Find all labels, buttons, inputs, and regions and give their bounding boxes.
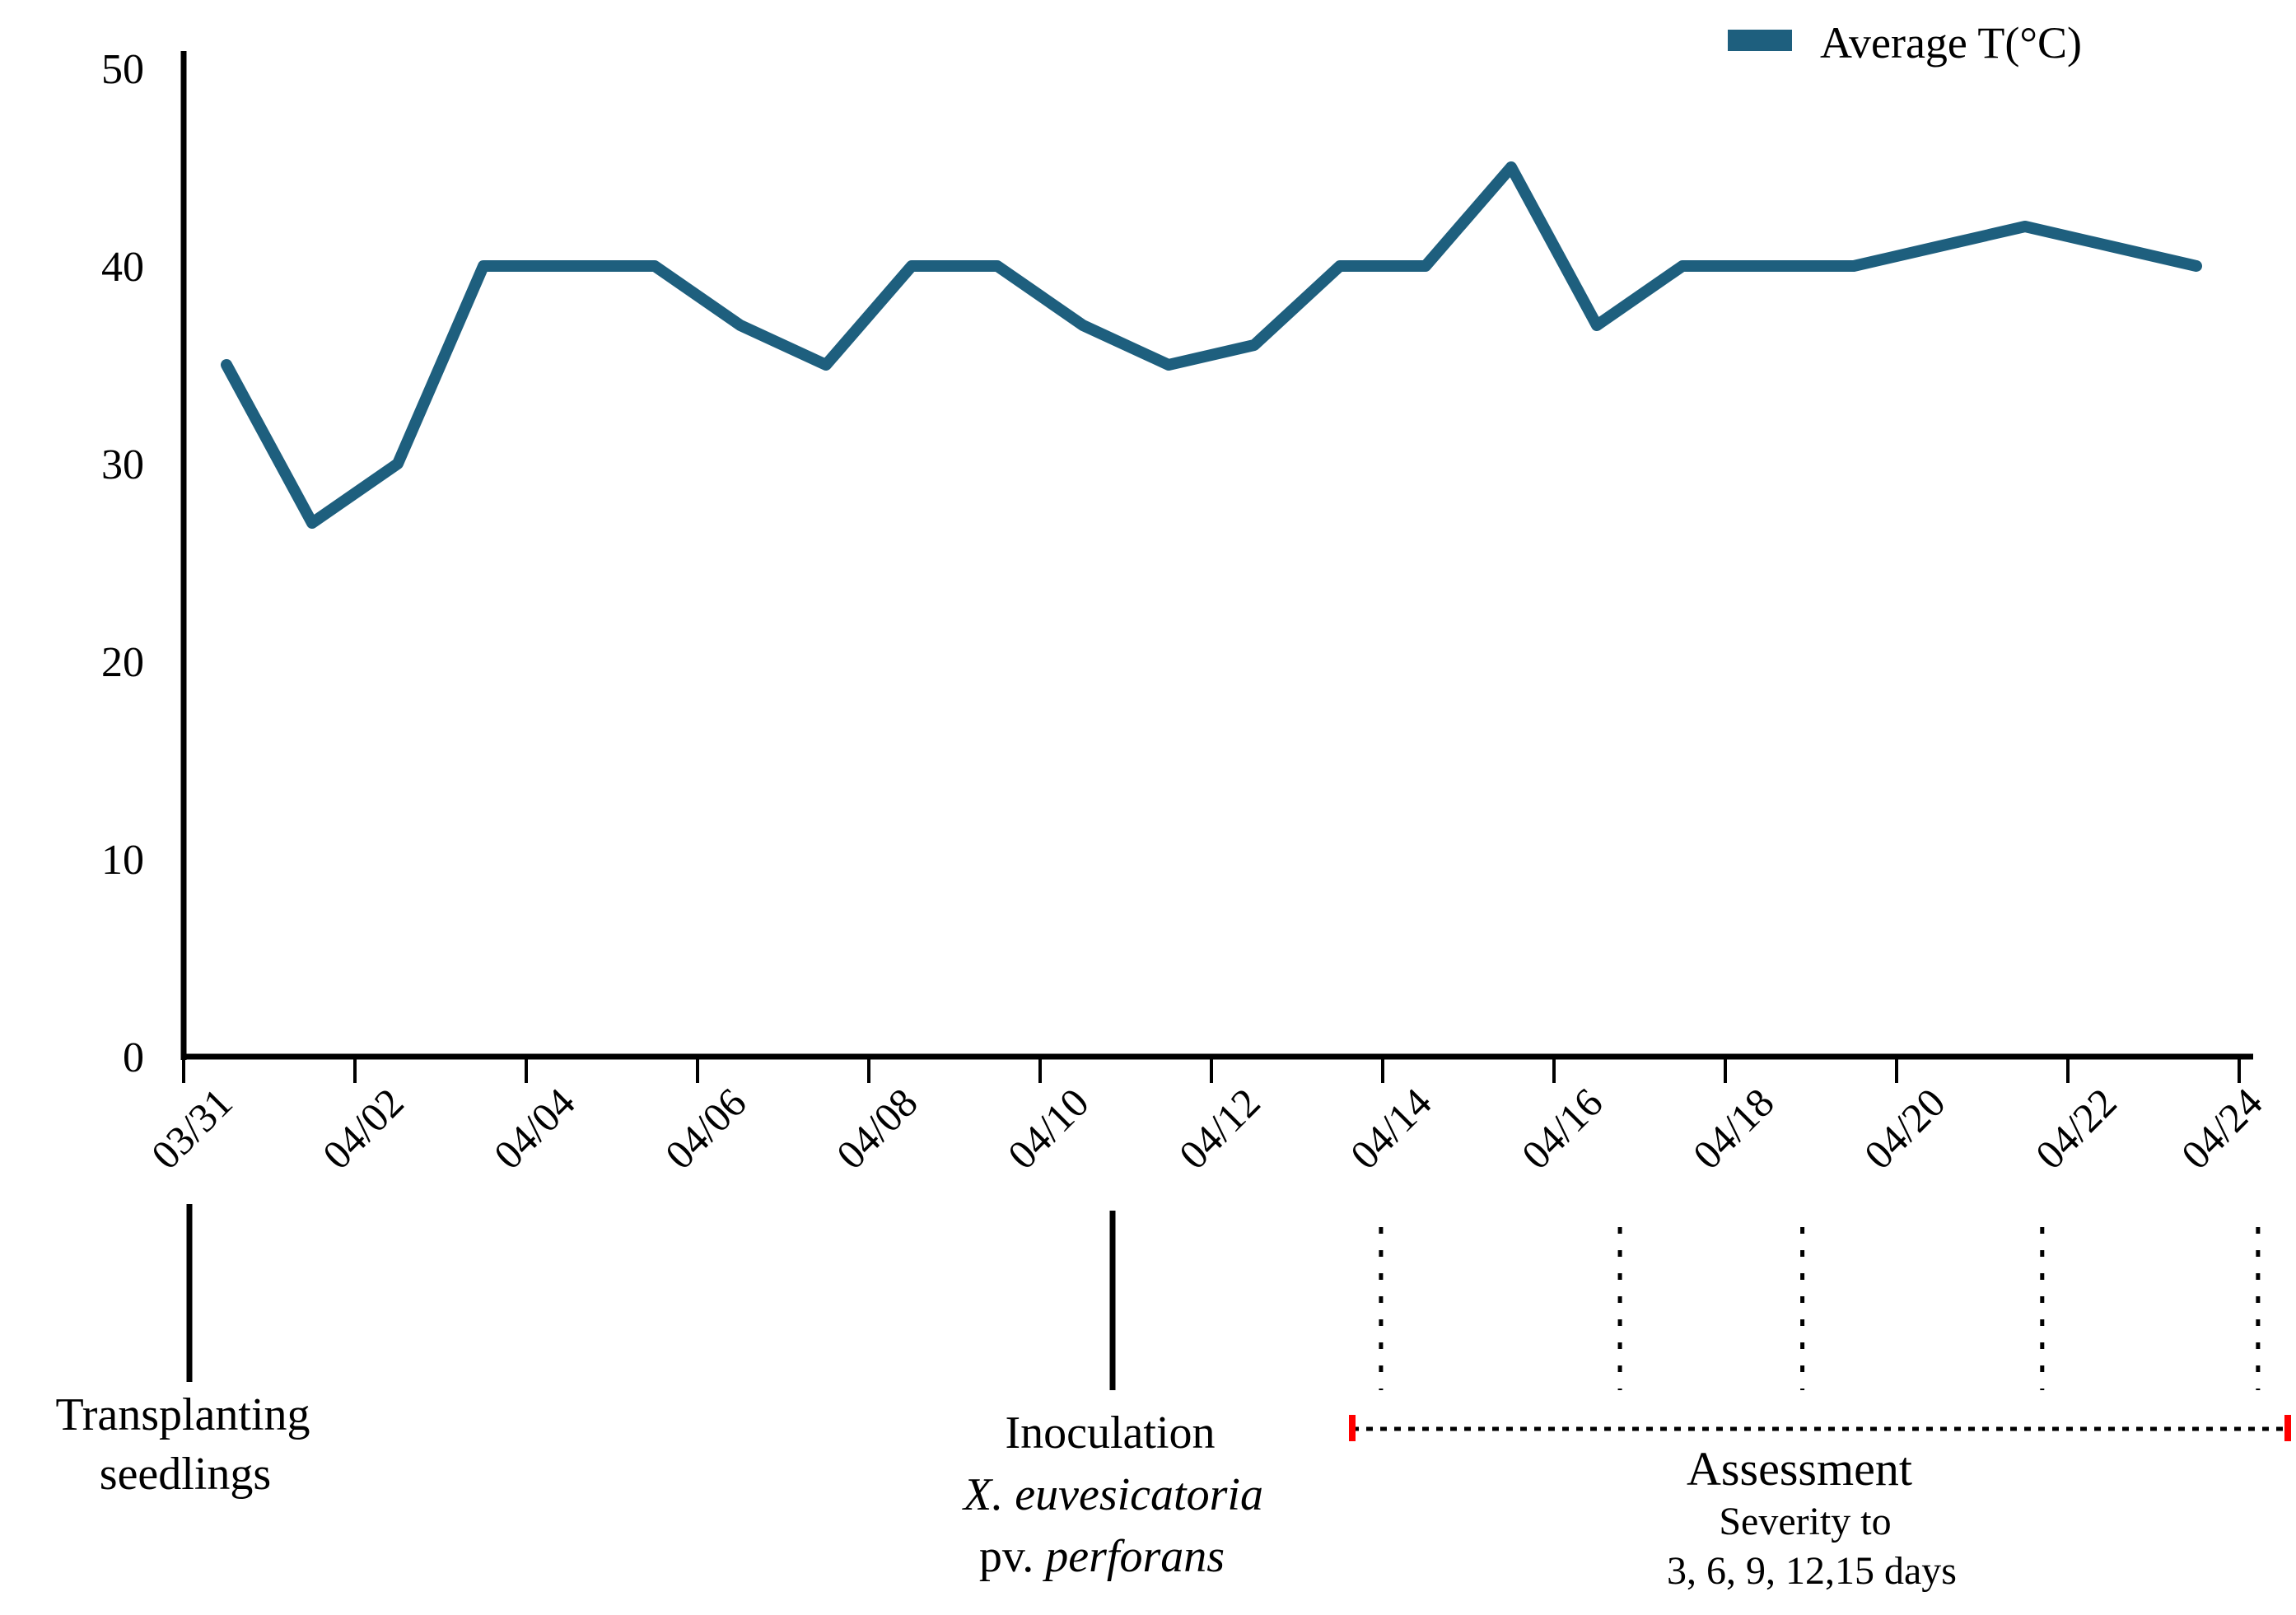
inoculation-pathovar-prefix: pv. [979,1531,1045,1582]
y-tick-label: 30 [101,441,144,488]
temperature-series-line [221,161,2202,529]
inoculation-pathovar-label: pv. perforans [979,1531,1225,1582]
transplanting-label-line1: Transplanting [55,1389,310,1440]
assessment-bracket-right-end [2284,1415,2291,1441]
transplanting-label-line2: seedlings [100,1449,271,1500]
assessment-bracket-left-end [1349,1415,1356,1441]
legend: Average T(°C) [1728,18,2082,68]
assessment-subtitle2: 3, 6, 9, 12,15 days [1667,1549,1957,1593]
x-axis-ticks [182,1057,2241,1083]
assessment-title: Assessment [1687,1442,1912,1496]
annotation-transplanting: Transplanting seedlings [55,1204,310,1500]
y-axis-labels: 0 10 20 30 40 50 [101,46,144,1081]
inoculation-pathovar-name: perforans [1042,1531,1225,1582]
inoculation-species-label: X. euvesicatoria [962,1469,1263,1520]
y-tick-label: 10 [101,837,144,884]
y-tick-label: 50 [101,46,144,93]
assessment-subtitle1: Severity to [1719,1500,1891,1543]
y-tick-label: 40 [101,244,144,291]
annotation-inoculation: Inoculation X. euvesicatoria pv. perforans [962,1211,1263,1582]
y-tick-label: 20 [101,639,144,686]
y-tick-label: 0 [123,1034,144,1081]
legend-label: Average T(°C) [1820,18,2082,68]
legend-line-marker [1728,30,1792,51]
inoculation-label: Inoculation [1005,1407,1215,1459]
